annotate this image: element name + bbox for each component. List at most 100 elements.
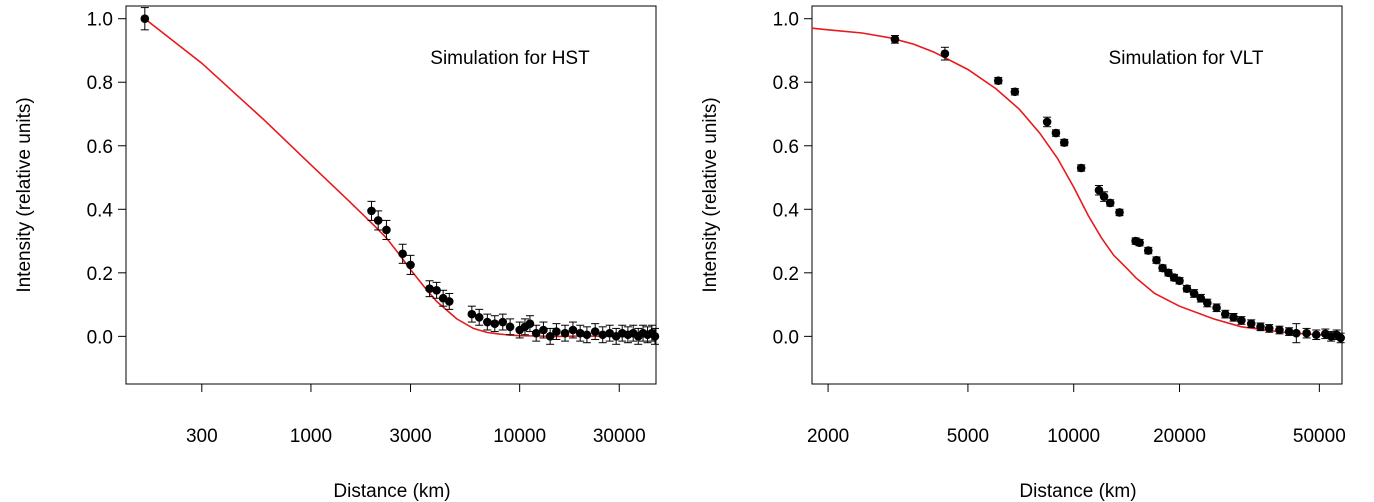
vlt-annotation: Simulation for VLT [1109, 48, 1264, 69]
data-point [1203, 298, 1212, 308]
data-point [1182, 284, 1192, 294]
data-point [1099, 192, 1109, 201]
data-point [605, 328, 614, 338]
y-tick-label: 0.8 [773, 73, 799, 94]
vlt-axes: 2000 5000 10000 20000 50000 0.0 0.2 0.4 0.6 0.8 1.… [773, 10, 1346, 447]
data-point [590, 327, 600, 336]
data-point [505, 322, 515, 332]
x-axis-label: Distance (km) [333, 481, 450, 502]
data-point [490, 319, 500, 328]
y-tick-label: 0.2 [87, 264, 113, 285]
data-point [467, 309, 477, 319]
y-tick-label: 0.6 [87, 137, 113, 158]
vlt-marks [811, 27, 1345, 344]
y-tick-label: 0.0 [773, 327, 799, 348]
y-tick-label: 0.6 [773, 137, 799, 158]
data-point [1094, 185, 1104, 195]
data-point [1246, 319, 1256, 328]
data-point [1221, 309, 1230, 319]
data-point [382, 225, 391, 235]
data-point [1264, 324, 1274, 333]
y-tick-label: 0.4 [87, 200, 114, 221]
data-point [1212, 303, 1221, 313]
data-point [1256, 322, 1265, 332]
x-axis-label: Distance (km) [1019, 481, 1136, 502]
y-axis-label: Intensity (relative units) [14, 97, 35, 292]
vlt-panel: 2000 5000 10000 20000 50000 0.0 0.2 0.4 0.6 0.8 1.… [700, 5, 1346, 502]
y-tick-label: 0.2 [773, 264, 799, 285]
data-point [545, 332, 555, 341]
data-point [1302, 328, 1311, 338]
y-axis-label: Intensity (relative units) [700, 97, 721, 292]
x-tick-label: 20000 [1153, 426, 1206, 447]
data-point [1152, 255, 1161, 265]
data-point [425, 284, 434, 294]
data-point [367, 206, 376, 216]
data-point [444, 297, 454, 306]
data-point [1292, 328, 1301, 338]
y-tick-label: 0.4 [773, 200, 800, 221]
hst-annotation: Simulation for HST [430, 48, 590, 69]
data-point [1275, 325, 1284, 335]
data-point [582, 330, 592, 340]
data-point [483, 317, 492, 327]
data-point [890, 35, 900, 44]
data-point [598, 330, 608, 340]
data-point [1115, 208, 1124, 217]
data-point [1237, 316, 1246, 325]
hst-panel: 300 1000 3000 10000 300000.00.20.40.60.81.0 … [14, 5, 660, 502]
data-point [993, 76, 1003, 85]
data-point [406, 260, 415, 270]
y-tick-label: 0.0 [87, 327, 113, 348]
data-point [531, 328, 541, 338]
x-tick-label: 30000 [593, 426, 646, 447]
x-tick-label: 10000 [1047, 426, 1100, 447]
x-tick-label: 50000 [1293, 426, 1346, 447]
data-point [1189, 289, 1199, 298]
data-point [1284, 327, 1294, 336]
data-point [1135, 238, 1144, 247]
data-point [1336, 333, 1345, 343]
data-point [474, 312, 484, 322]
data-point [373, 216, 383, 225]
data-point [560, 328, 570, 338]
data-point [140, 14, 150, 24]
data-point [940, 49, 950, 58]
data-point [432, 285, 441, 295]
data-point [552, 327, 561, 336]
x-tick-label: 300 [186, 426, 218, 447]
data-point [1010, 87, 1020, 97]
data-point [1311, 330, 1321, 340]
x-tick-label: 2000 [807, 426, 849, 447]
data-point [1196, 293, 1206, 303]
simulation-line [811, 27, 1343, 338]
x-tick-label: 5000 [947, 426, 989, 447]
data-point [1158, 263, 1167, 273]
data-point [1051, 128, 1061, 138]
hst-axes: 300 1000 3000 10000 30000 0.0 0.2 0.4 0.6 0.8 1.0 [87, 10, 646, 447]
data-point [539, 325, 548, 335]
data-point [1143, 246, 1153, 255]
y-tick-label: 1.0 [87, 10, 113, 31]
data-point [1164, 268, 1173, 278]
data-point [1042, 117, 1052, 127]
x-tick-label: 1000 [290, 426, 332, 447]
data-point [398, 249, 407, 259]
y-tick-label: 1.0 [773, 10, 799, 31]
data-point [525, 319, 535, 328]
data-point [650, 332, 660, 341]
plot-frame [125, 5, 657, 385]
x-tick-label: 3000 [389, 426, 431, 447]
data-point [568, 325, 578, 335]
data-point [1076, 163, 1086, 173]
data-point [1059, 138, 1069, 147]
plot-frame [811, 5, 1343, 385]
y-tick-label: 0.8 [87, 73, 113, 94]
x-tick-label: 10000 [493, 426, 546, 447]
data-point [1229, 312, 1238, 322]
data-point [498, 317, 508, 327]
data-point [1175, 276, 1184, 286]
data-point [575, 328, 585, 338]
hst-marks [140, 7, 660, 345]
